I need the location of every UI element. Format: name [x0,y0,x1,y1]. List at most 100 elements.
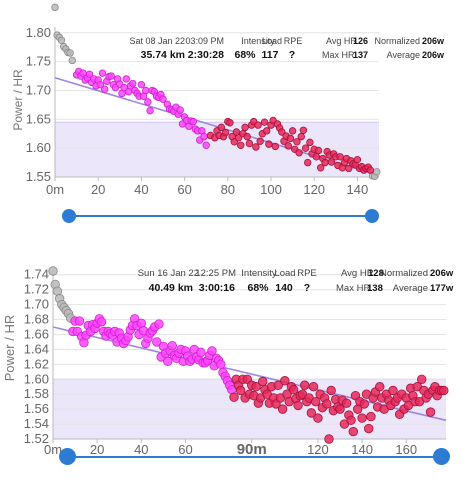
data-point-red [313,413,323,423]
ride-date: Sat 08 Jan 22 [129,36,185,46]
data-point-magenta [163,356,173,367]
data-point-magenta [85,70,94,79]
data-point-red [321,158,329,167]
y-tick-label: 1.55 [26,169,51,184]
data-point-red [336,153,344,161]
y-tick-label: 1.54 [24,416,49,431]
avg-hr-value: 126 [353,36,368,46]
data-point-red [388,385,398,396]
load-label: Load [262,36,282,46]
range-slider-start-handle-1[interactable] [62,209,76,223]
load-value: 140 [275,282,293,294]
data-point-red [306,408,317,418]
range-slider-end-handle-1[interactable] [365,209,379,223]
avg-hr-label: Avg HR [341,268,374,279]
data-point-red [327,158,336,166]
data-point-grey [57,36,66,44]
intensity-label: Intensity [241,36,275,46]
data-point-red [271,142,280,151]
data-point-red [439,385,449,396]
chart-panel-2: 1.52 1.54 1.56 1.58 1.60 1.62 1.64 1.66 1.68 1.70… [0,258,463,500]
average-value: 206w [422,50,445,60]
data-point-magenta [98,69,107,77]
rpe-label: RPE [284,36,303,46]
x-tick-label: 0m [46,182,64,197]
y-tick-label: 1.66 [24,326,49,341]
y-tick-label: 1.68 [24,312,49,327]
x-tick-label: 20 [90,442,104,457]
x-tick-label: 140 [347,182,369,197]
y-tick-label: 1.58 [24,386,49,401]
data-point-red [273,380,283,390]
x-tick-label: 20 [91,182,105,197]
data-point-red [260,118,269,126]
ride-time: 12:25 PM [195,268,236,279]
x-tick-label: 0m [44,442,62,457]
x-tick-label: 80 [221,182,235,197]
range-slider-track-2[interactable] [67,456,441,458]
y-tick-label: 1.60 [26,140,51,155]
data-point-red [295,149,303,157]
data-point-red [251,382,261,392]
normalized-value: 206w [422,36,445,46]
data-point-red [254,121,262,129]
average-label: Average [393,283,428,294]
data-point-red [359,399,370,409]
data-point-red [314,146,323,155]
data-point-red [366,166,375,174]
data-point-grey [51,3,59,12]
data-point-magenta [159,95,167,103]
intensity-value: 68% [234,49,256,61]
ride-distance: 35.74 km [141,49,185,61]
data-point-magenta [216,359,226,370]
data-point-red [277,404,288,414]
data-point-red [312,153,321,161]
range-slider-end-handle-2[interactable] [433,448,450,465]
range-slider-start-handle-2[interactable] [59,448,76,465]
data-point-magenta [207,346,217,356]
data-point-red [280,376,290,386]
data-point-red [316,164,325,172]
data-point-red [221,128,230,137]
data-point-red [284,142,292,150]
data-point-red [262,127,271,135]
intensity-value: 68% [247,282,269,294]
average-value: 177w [430,283,454,294]
data-point-red [299,380,310,390]
data-point-red [299,126,308,134]
data-point-red [353,155,362,164]
data-point-red [293,400,303,411]
data-point-magenta [154,319,164,329]
data-point-red [375,382,385,392]
data-point-red [311,396,321,407]
y-tick-label: 1.64 [24,341,49,356]
rpe-value: ? [304,282,310,294]
data-point-grey [373,168,381,176]
data-point-red [258,376,268,387]
data-point-magenta [107,72,115,80]
data-point-magenta [152,337,162,347]
data-point-magenta [96,317,107,327]
y-tick-label: 1.65 [26,111,51,126]
data-point-magenta [129,79,137,88]
max-hr-value: 137 [353,50,368,60]
data-point-grey [48,266,58,276]
scatter-chart-2: 1.521.541.561.581.601.621.641.661.681.70… [2,266,454,458]
data-point-red [324,434,334,444]
data-point-red [341,398,352,408]
chart-panel-1: 1.55 1.60 1.65 1.70 1.75 1.80 0m 20 40 60 80 100 120… [0,0,463,240]
data-point-magenta [189,117,197,126]
data-point-red [301,144,310,152]
x-tick-label: 60 [178,442,192,457]
range-slider-track-1[interactable] [69,215,372,217]
max-hr-label: Max HR [322,50,355,60]
data-point-magenta [122,75,130,83]
data-point-red [217,123,226,132]
y-tick-label: 1.74 [24,267,49,282]
avg-hr-label: Avg HR [326,36,357,46]
data-point-red [226,119,234,127]
data-point-red [286,134,295,143]
data-point-red [335,404,345,414]
rpe-value: ? [289,49,295,61]
x-tick-label: 90m [237,441,267,458]
